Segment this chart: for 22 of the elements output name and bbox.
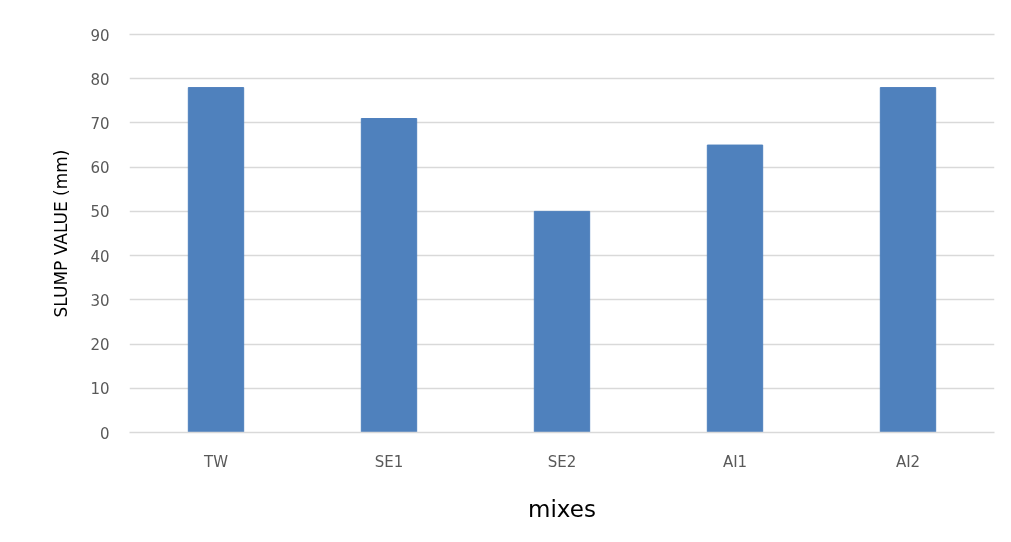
bar [879,87,937,433]
bar [187,87,245,433]
y-axis-title: SLUMP VALUE (mm) [51,149,72,318]
x-tick-label: TW [203,452,229,471]
y-tick-label: 20 [90,336,110,355]
y-tick-label: 30 [90,291,110,310]
y-tick-label: 50 [90,203,110,222]
y-tick-label: 40 [90,247,110,266]
bar [360,118,418,433]
x-tick-label: SE2 [547,452,577,471]
x-tick-label: AI2 [895,452,921,471]
y-tick-label: 90 [90,26,110,45]
y-tick-label: 10 [90,380,110,399]
bar [533,210,591,433]
y-tick-label: 80 [90,70,110,89]
y-tick-label: 70 [90,114,110,133]
y-tick-label: 0 [99,424,110,443]
x-axis-title: mixes [528,495,596,522]
x-tick-label: SE1 [374,452,404,471]
y-tick-label: 60 [90,159,110,178]
bar [706,144,764,433]
x-tick-label: AI1 [722,452,748,471]
